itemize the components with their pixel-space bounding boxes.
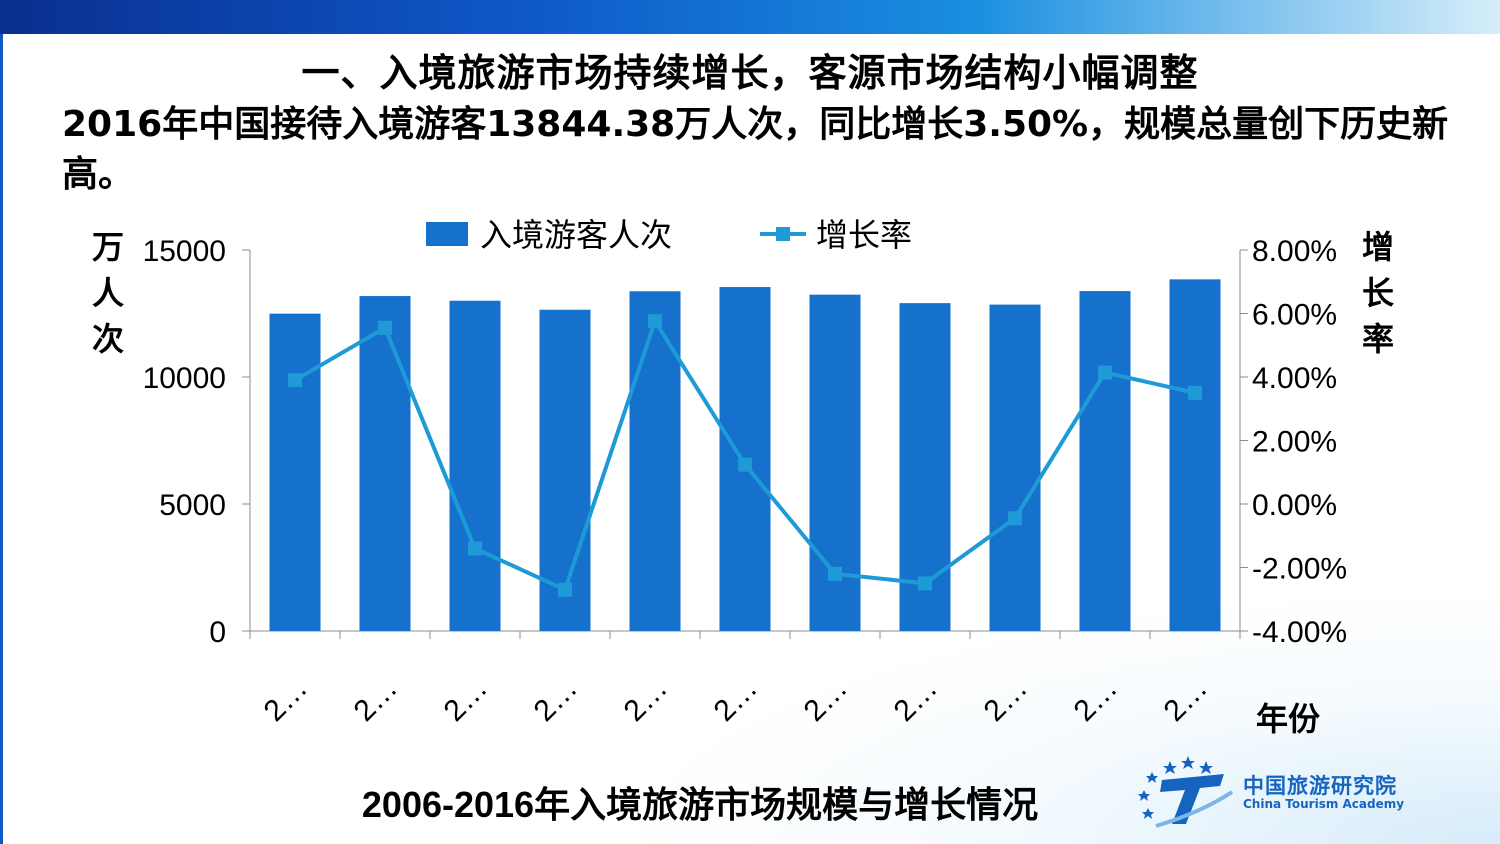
right-axis-tick-label: 2.00%: [1252, 426, 1337, 459]
bar: [1079, 291, 1131, 631]
bar: [449, 300, 501, 631]
left-axis-title-char: 人: [92, 274, 124, 312]
right-axis-tick-label: 8.00%: [1252, 235, 1337, 268]
x-axis-tick-label: 2…: [708, 672, 764, 728]
logo-emblem: [1138, 756, 1234, 828]
growth-rate-point: [828, 566, 842, 581]
x-axis-tick-label: 2…: [438, 672, 494, 728]
bar: [359, 296, 411, 631]
growth-rate-point: [1008, 511, 1022, 526]
legend-bar-label: 入境游客人次: [480, 216, 672, 254]
logo-name-cn: 中国旅游研究院: [1243, 774, 1397, 798]
right-axis-title-char: 率: [1362, 320, 1394, 358]
bar: [989, 304, 1041, 631]
right-axis-title-char: 增: [1362, 228, 1394, 266]
x-axis-tick-label: 2…: [258, 672, 314, 728]
bar: [899, 303, 951, 631]
left-axis-title-char: 万: [92, 228, 124, 266]
x-axis-tick-label: 2…: [978, 672, 1034, 728]
right-axis-tick-label: 0.00%: [1252, 489, 1337, 522]
right-axis-title-char: 长: [1362, 274, 1394, 312]
legend-line-label: 增长率: [816, 216, 912, 254]
left-border: [0, 34, 3, 844]
left-axis-tick-label: 0: [209, 616, 226, 649]
growth-rate-point: [378, 320, 392, 335]
legend-bar-swatch: [426, 222, 468, 246]
bar: [1169, 279, 1221, 631]
x-axis-tick-label: 2…: [798, 672, 854, 728]
bar: [269, 313, 321, 631]
legend-line-marker: [776, 227, 790, 241]
bar: [629, 291, 681, 631]
growth-rate-point: [288, 373, 302, 388]
left-axis-tick-label: 15000: [143, 235, 226, 268]
x-axis-tick-label: 2…: [888, 672, 944, 728]
slide-subtitle: 2016年中国接待入境游客13844.38万人次，同比增长3.50%，规模总量创…: [62, 104, 1449, 195]
x-axis-title: 年份: [1256, 700, 1320, 738]
bar-series: [269, 279, 1221, 631]
x-axis-tick-label: 2…: [1158, 672, 1214, 728]
growth-rate-point: [1098, 365, 1112, 380]
growth-rate-point: [1188, 385, 1202, 400]
right-axis-tick-label: -4.00%: [1252, 616, 1347, 649]
x-axis-tick-label: 2…: [528, 672, 584, 728]
growth-rate-point: [738, 457, 752, 472]
right-axis-tick-label: 6.00%: [1252, 299, 1337, 332]
growth-rate-point: [648, 314, 662, 329]
chart-legend: 入境游客人次 增长率: [426, 216, 912, 254]
growth-rate-point: [468, 541, 482, 556]
x-axis-tick-label: 2…: [1068, 672, 1124, 728]
bar: [539, 309, 591, 631]
left-axis-tick-label: 5000: [159, 489, 226, 522]
slide-title: 一、入境旅游市场持续增长，客源市场结构小幅调整: [301, 51, 1199, 95]
chart-caption: 2006-2016年入境旅游市场规模与增长情况: [361, 784, 1039, 825]
right-axis-tick-label: 4.00%: [1252, 362, 1337, 395]
growth-rate-point: [918, 576, 932, 591]
left-axis-tick-label: 10000: [143, 362, 226, 395]
logo-name-en: China Tourism Academy: [1243, 797, 1405, 811]
right-axis-tick-label: -2.00%: [1252, 553, 1347, 586]
top-banner: [0, 0, 1500, 34]
left-axis-title-char: 次: [92, 320, 124, 358]
line-series: [288, 314, 1202, 597]
growth-rate-point: [558, 582, 572, 597]
x-axis-tick-label: 2…: [618, 672, 674, 728]
x-axis-tick-label: 2…: [348, 672, 404, 728]
